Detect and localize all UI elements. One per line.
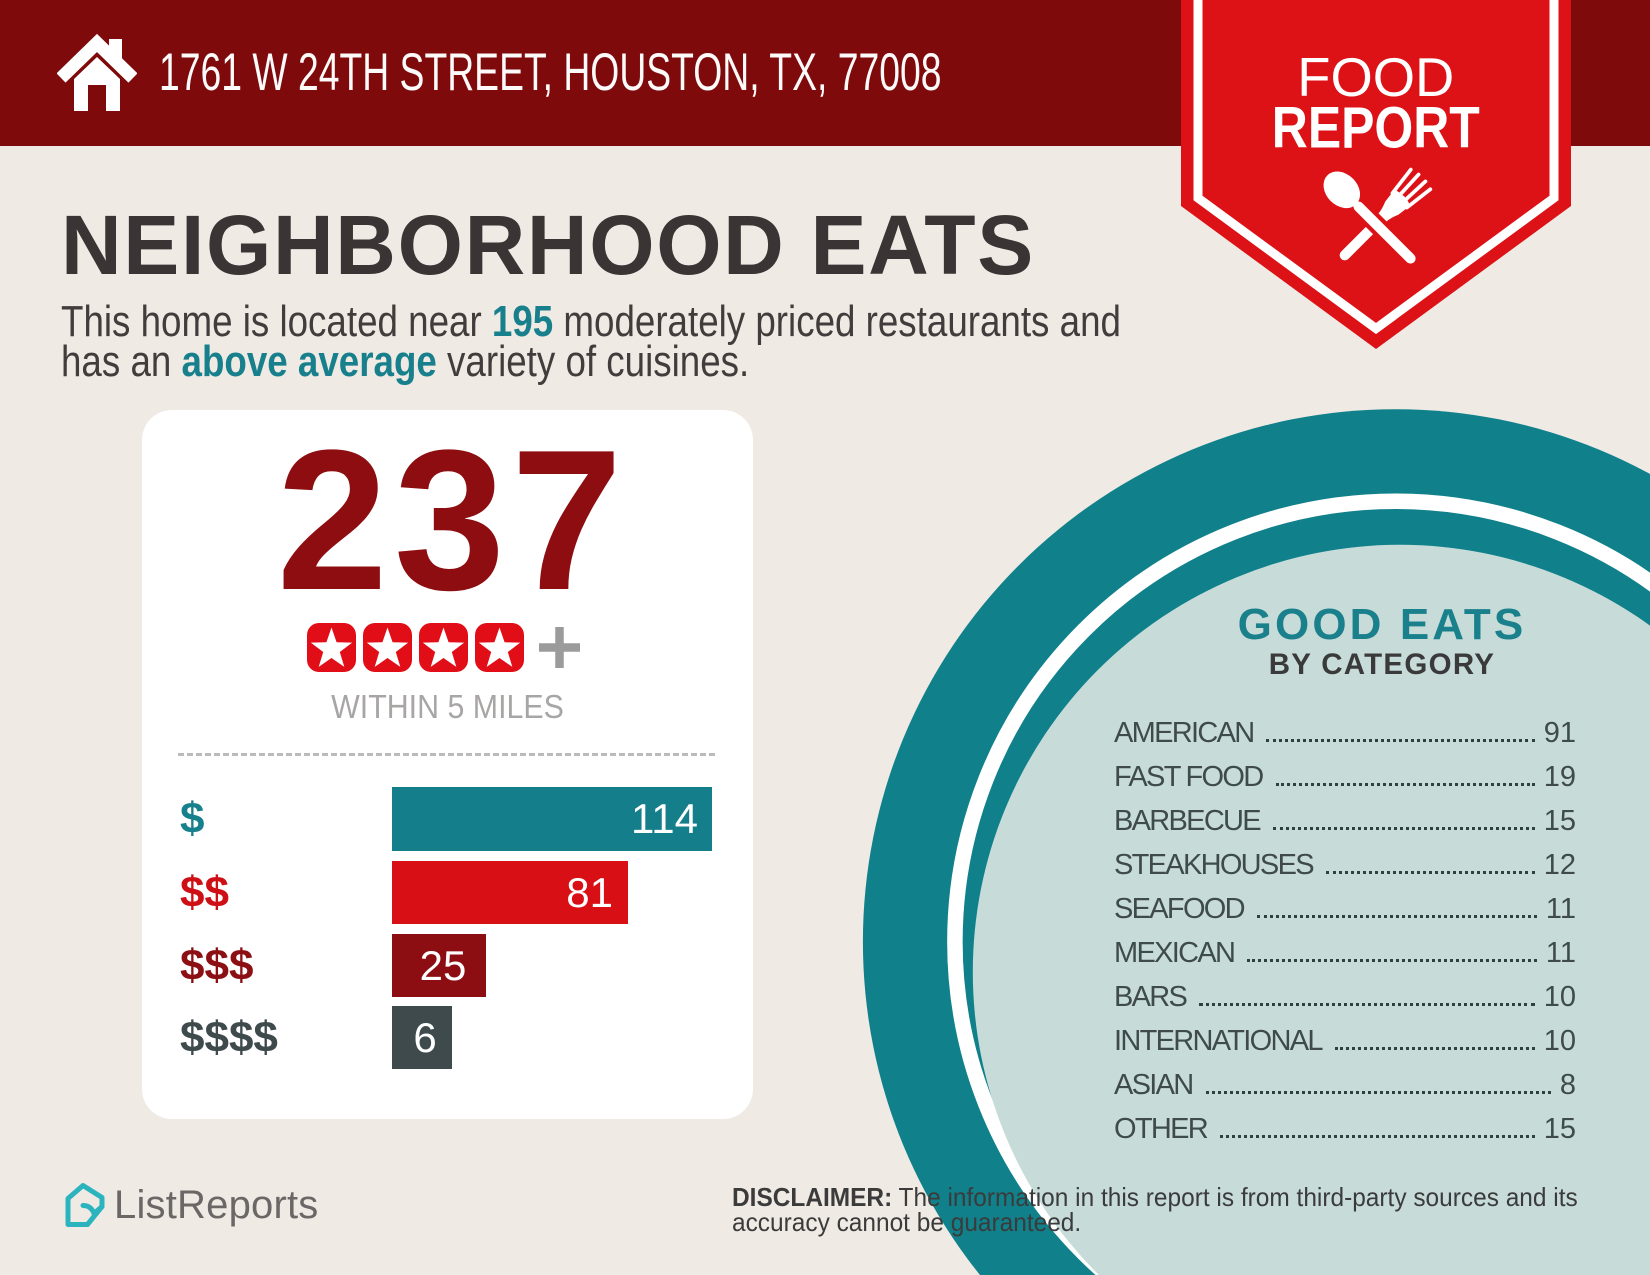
svg-text:REPORT: REPORT	[1272, 96, 1480, 161]
svg-text:FOOD: FOOD	[1297, 46, 1454, 108]
